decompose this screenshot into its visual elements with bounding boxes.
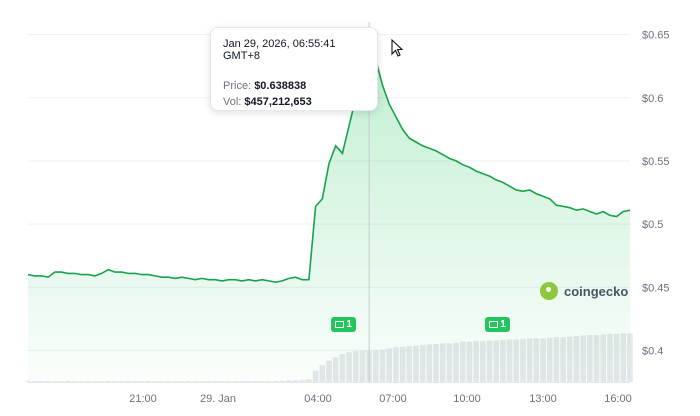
y-tick-label: $0.55 [642, 156, 670, 168]
tooltip-vol-value: $457,212,653 [244, 96, 312, 108]
gecko-icon [540, 282, 558, 300]
tooltip-vol-label: Vol: [223, 96, 242, 108]
event-badge-label: 1 [500, 319, 506, 330]
x-tick-label: 10:00 [453, 393, 481, 405]
event-badge[interactable]: 1 [485, 317, 510, 332]
y-tick-label: $0.5 [642, 219, 663, 231]
price-tooltip: Jan 29, 2026, 06:55:41 GMT+8 Price: $0.6… [210, 27, 378, 111]
x-tick-label: 16:00 [604, 393, 632, 405]
x-tick-label: 04:00 [304, 393, 332, 405]
news-icon [335, 321, 345, 328]
coingecko-logo: coingecko [540, 281, 628, 301]
x-axis-labels: 21:00 29. Jan 04:00 07:00 10:00 13:00 16:00 [129, 393, 632, 405]
tooltip-price-label: Price: [223, 80, 252, 92]
tooltip-vol-row: Vol: $457,212,653 [223, 96, 365, 108]
news-icon [489, 321, 499, 328]
tooltip-time: Jan 29, 2026, 06:55:41 GMT+8 [223, 38, 336, 62]
event-badge[interactable]: 1 [331, 317, 356, 332]
y-axis-labels: $0.4 $0.45 $0.5 $0.55 $0.6 $0.65 [642, 30, 670, 358]
tooltip-price-row: Price: $0.638838 [223, 80, 365, 92]
price-line [27, 48, 631, 284]
x-tick-label: 21:00 [129, 393, 157, 405]
x-tick-label: 29. Jan [200, 393, 236, 405]
logo-text: coingecko [564, 283, 629, 299]
x-tick-label: 13:00 [529, 393, 557, 405]
x-tick-label: 07:00 [379, 393, 407, 405]
y-tick-label: $0.45 [642, 282, 670, 294]
y-tick-label: $0.65 [642, 30, 670, 42]
event-badge-label: 1 [346, 319, 352, 330]
price-area [28, 49, 630, 383]
y-tick-label: $0.6 [642, 93, 663, 105]
y-tick-label: $0.4 [642, 345, 663, 357]
tooltip-price-value: $0.638838 [254, 80, 307, 92]
cursor-icon [391, 38, 404, 57]
